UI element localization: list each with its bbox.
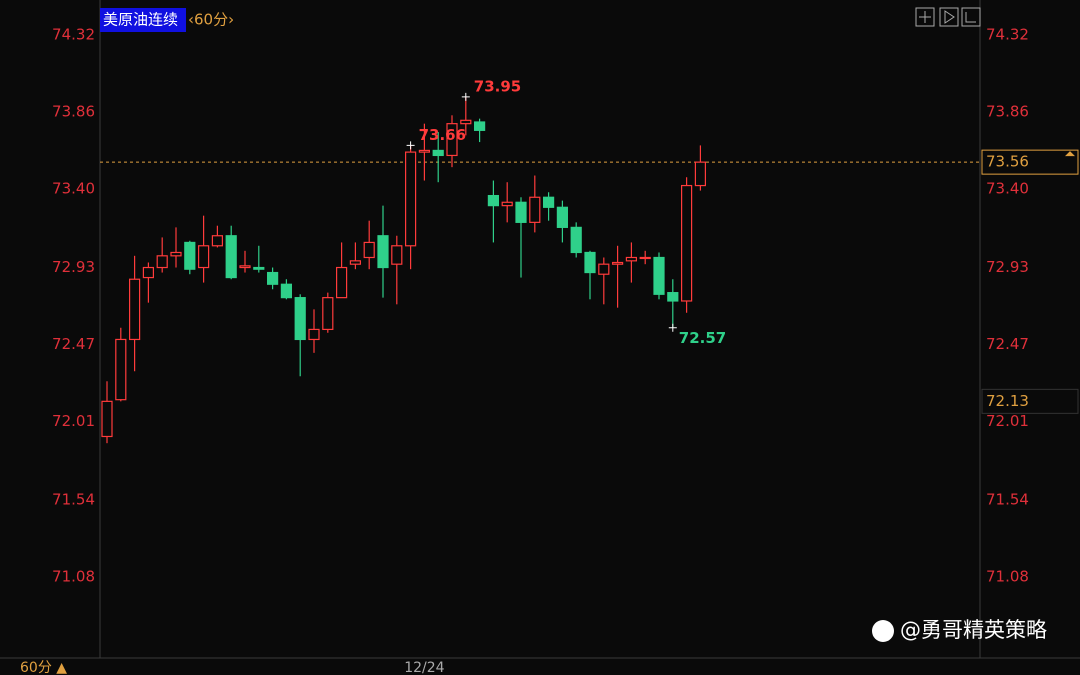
low-label: 72.57 (679, 329, 726, 347)
candle-body (156, 255, 168, 269)
price-box (981, 149, 1079, 175)
candle-body (336, 266, 348, 299)
chart-title: 美原油连续 (103, 11, 178, 29)
candle-body (598, 263, 610, 275)
y-tick-label: 72.01 (52, 412, 95, 430)
candle-body (184, 241, 196, 270)
candle-body (267, 271, 279, 285)
candle-body (115, 338, 127, 401)
marker-box (981, 388, 1079, 414)
candle-body (322, 297, 334, 331)
candle-body (349, 260, 361, 265)
low-marker (668, 323, 677, 332)
y2-tick-label: 72.93 (986, 258, 1029, 276)
candle-body (418, 149, 430, 153)
candle-body (363, 241, 375, 259)
candle-body (694, 161, 707, 187)
candle-body (225, 235, 237, 279)
y2-tick-label: 73.40 (986, 179, 1029, 197)
candle-body (501, 201, 513, 207)
candle-body (556, 206, 569, 228)
y-tick-label: 71.54 (52, 491, 95, 509)
y-tick-label: 72.47 (52, 335, 95, 353)
period-menu[interactable]: 60分 ▲ (20, 660, 67, 675)
candle-body (680, 184, 693, 302)
watermark-icon (872, 620, 894, 642)
candle-body (639, 256, 651, 260)
y2-tick-label: 74.32 (986, 26, 1029, 44)
y-tick-label: 71.08 (52, 568, 95, 586)
high-label: 73.66 (419, 126, 466, 144)
candle-body (142, 266, 154, 279)
candle-body (432, 149, 444, 157)
candle-body (460, 119, 472, 125)
y-tick-label: 73.40 (52, 179, 95, 197)
candle-body (377, 235, 389, 269)
title-bg (100, 8, 186, 32)
candle-body (280, 283, 292, 299)
candle-body (515, 201, 527, 223)
candle-body (446, 123, 458, 157)
y-tick-label: 72.93 (52, 258, 95, 276)
candle-body (542, 196, 555, 208)
candle-body (474, 121, 486, 131)
candle-body (239, 265, 251, 269)
candle-body (253, 266, 265, 270)
candle-body (405, 151, 417, 247)
candle-body (584, 251, 596, 274)
candle-body (625, 256, 638, 262)
y2-tick-label: 73.86 (986, 102, 1029, 120)
candle-body (653, 256, 665, 295)
candle-body (529, 196, 541, 223)
price-arrow (1065, 151, 1075, 157)
y2-tick-label: 71.08 (986, 568, 1029, 586)
y-tick-label: 73.86 (52, 102, 95, 120)
marker-label: 72.13 (986, 392, 1029, 410)
price-label: 73.56 (986, 153, 1029, 171)
candle-body (391, 245, 403, 265)
candle-body (611, 261, 624, 265)
y-tick-label: 74.32 (52, 26, 95, 44)
candle-body (101, 400, 113, 438)
candle-body (667, 292, 679, 302)
candle-body (129, 278, 141, 341)
candle-body (570, 226, 582, 254)
candle-body (198, 245, 210, 269)
candle-body (294, 297, 306, 341)
high-label: 73.95 (474, 77, 521, 95)
x-tick-label: 12/24 (404, 660, 444, 675)
candle-body (308, 328, 320, 341)
candle-body (211, 235, 223, 247)
candle-body (487, 194, 499, 207)
y2-tick-label: 72.47 (986, 335, 1029, 353)
y2-tick-label: 71.54 (986, 491, 1029, 509)
toolbar-icons[interactable] (915, 7, 981, 27)
high-marker (461, 92, 470, 101)
y2-tick-label: 72.01 (986, 412, 1029, 430)
candle-body (170, 251, 182, 257)
watermark: @勇哥精英策略 (900, 618, 1047, 642)
period-label[interactable]: ‹60分› (188, 11, 234, 29)
high-marker (406, 141, 415, 150)
